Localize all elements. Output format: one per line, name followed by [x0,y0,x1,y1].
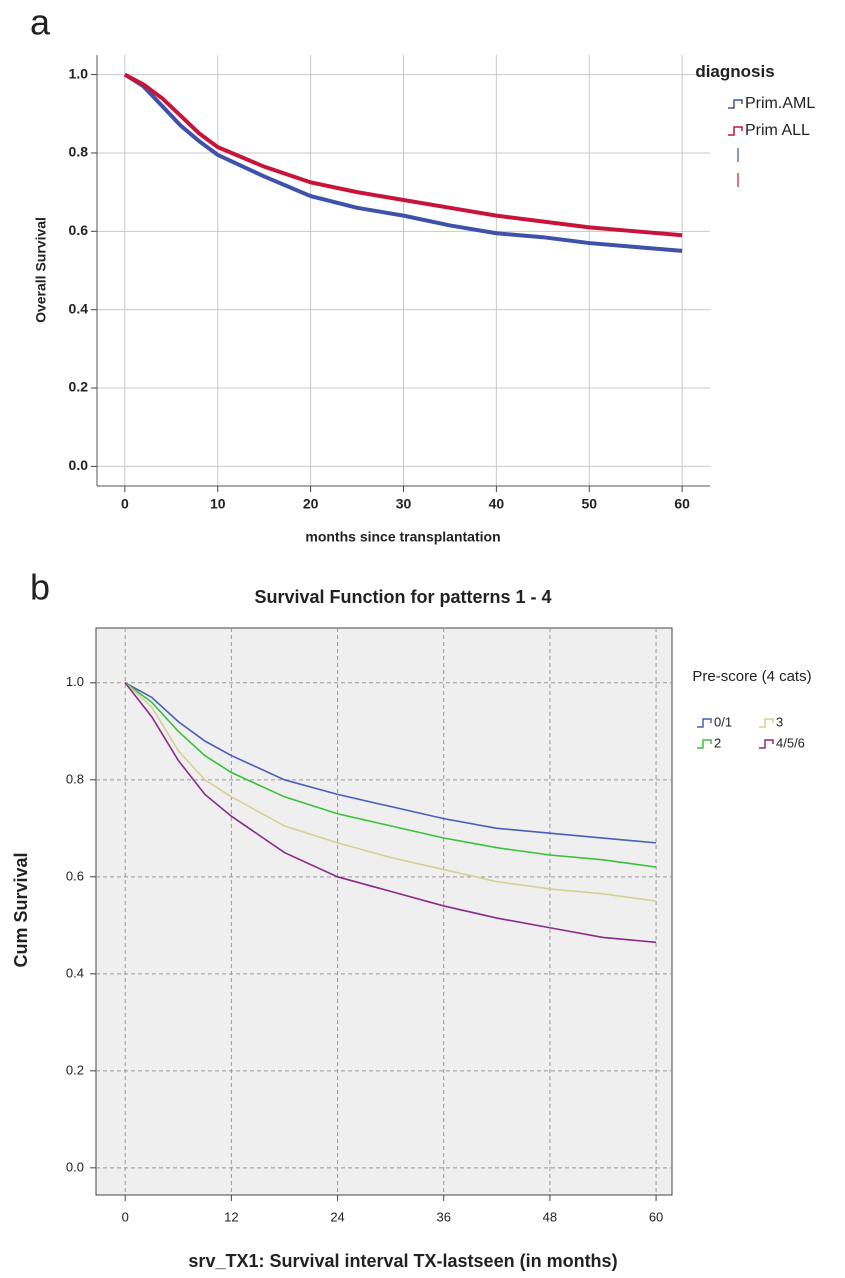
survival-line [124,682,657,902]
x-tick-label: 12 [224,1209,238,1224]
y-tick-label: 0.0 [66,1159,84,1174]
y-tick-label: 0.6 [66,868,84,883]
x-tick-label: 36 [436,1209,450,1224]
legend-swatch [759,718,774,728]
x-tick-label: 24 [330,1209,344,1224]
y-tick-label: 0.4 [66,965,84,980]
y-tick-label: 0.2 [66,1062,84,1077]
legend-swatch [728,126,743,136]
y-tick-label: 1.0 [66,674,84,689]
x-tick-label: 48 [543,1209,557,1224]
y-tick-label: 0.8 [66,771,84,786]
legend-label: Prim.AML [745,95,815,112]
survival-line [123,72,683,238]
legend-title: Pre-score (4 cats) [692,668,812,685]
y-tick-label: 0.4 [69,300,89,316]
x-tick-label: 0 [121,496,129,512]
x-tick-label: 0 [122,1209,129,1224]
plot-background [95,627,673,1196]
legend-label: 0/1 [714,714,732,729]
y-tick-label: 0.2 [69,379,89,395]
panel-label: b [30,567,50,608]
legend-swatch [697,739,712,749]
y-axis-label: Cum Survival [11,852,31,967]
y-tick-label: 0.8 [69,144,89,160]
survival-line [124,682,657,944]
panel-label: a [30,2,51,43]
y-tick-label: 0.6 [69,222,89,238]
legend-swatch [728,99,743,109]
x-tick-label: 30 [396,496,412,512]
survival-line [123,72,683,253]
legend-label: Prim ALL [745,122,810,139]
x-tick-label: 60 [649,1209,663,1224]
survival-line [124,682,657,844]
legend-title: diagnosis [695,62,775,81]
x-tick-label: 60 [674,496,690,512]
x-tick-label: 10 [210,496,226,512]
legend-swatch [697,718,712,728]
chart-title: Survival Function for patterns 1 - 4 [254,587,551,607]
legend-label: 4/5/6 [776,735,805,750]
legend-label: 3 [776,714,783,729]
x-axis-label: months since transplantation [305,529,500,545]
survival-line [124,682,657,868]
legend-swatch [759,739,774,749]
legend-label: 2 [714,735,721,750]
y-tick-label: 0.0 [69,457,89,473]
x-tick-label: 50 [581,496,597,512]
x-axis-label: srv_TX1: Survival interval TX-lastseen (… [188,1251,617,1271]
y-tick-label: 1.0 [69,65,89,81]
x-tick-label: 20 [303,496,319,512]
x-tick-label: 40 [489,496,505,512]
y-axis-label: Overall Survival [33,217,49,323]
